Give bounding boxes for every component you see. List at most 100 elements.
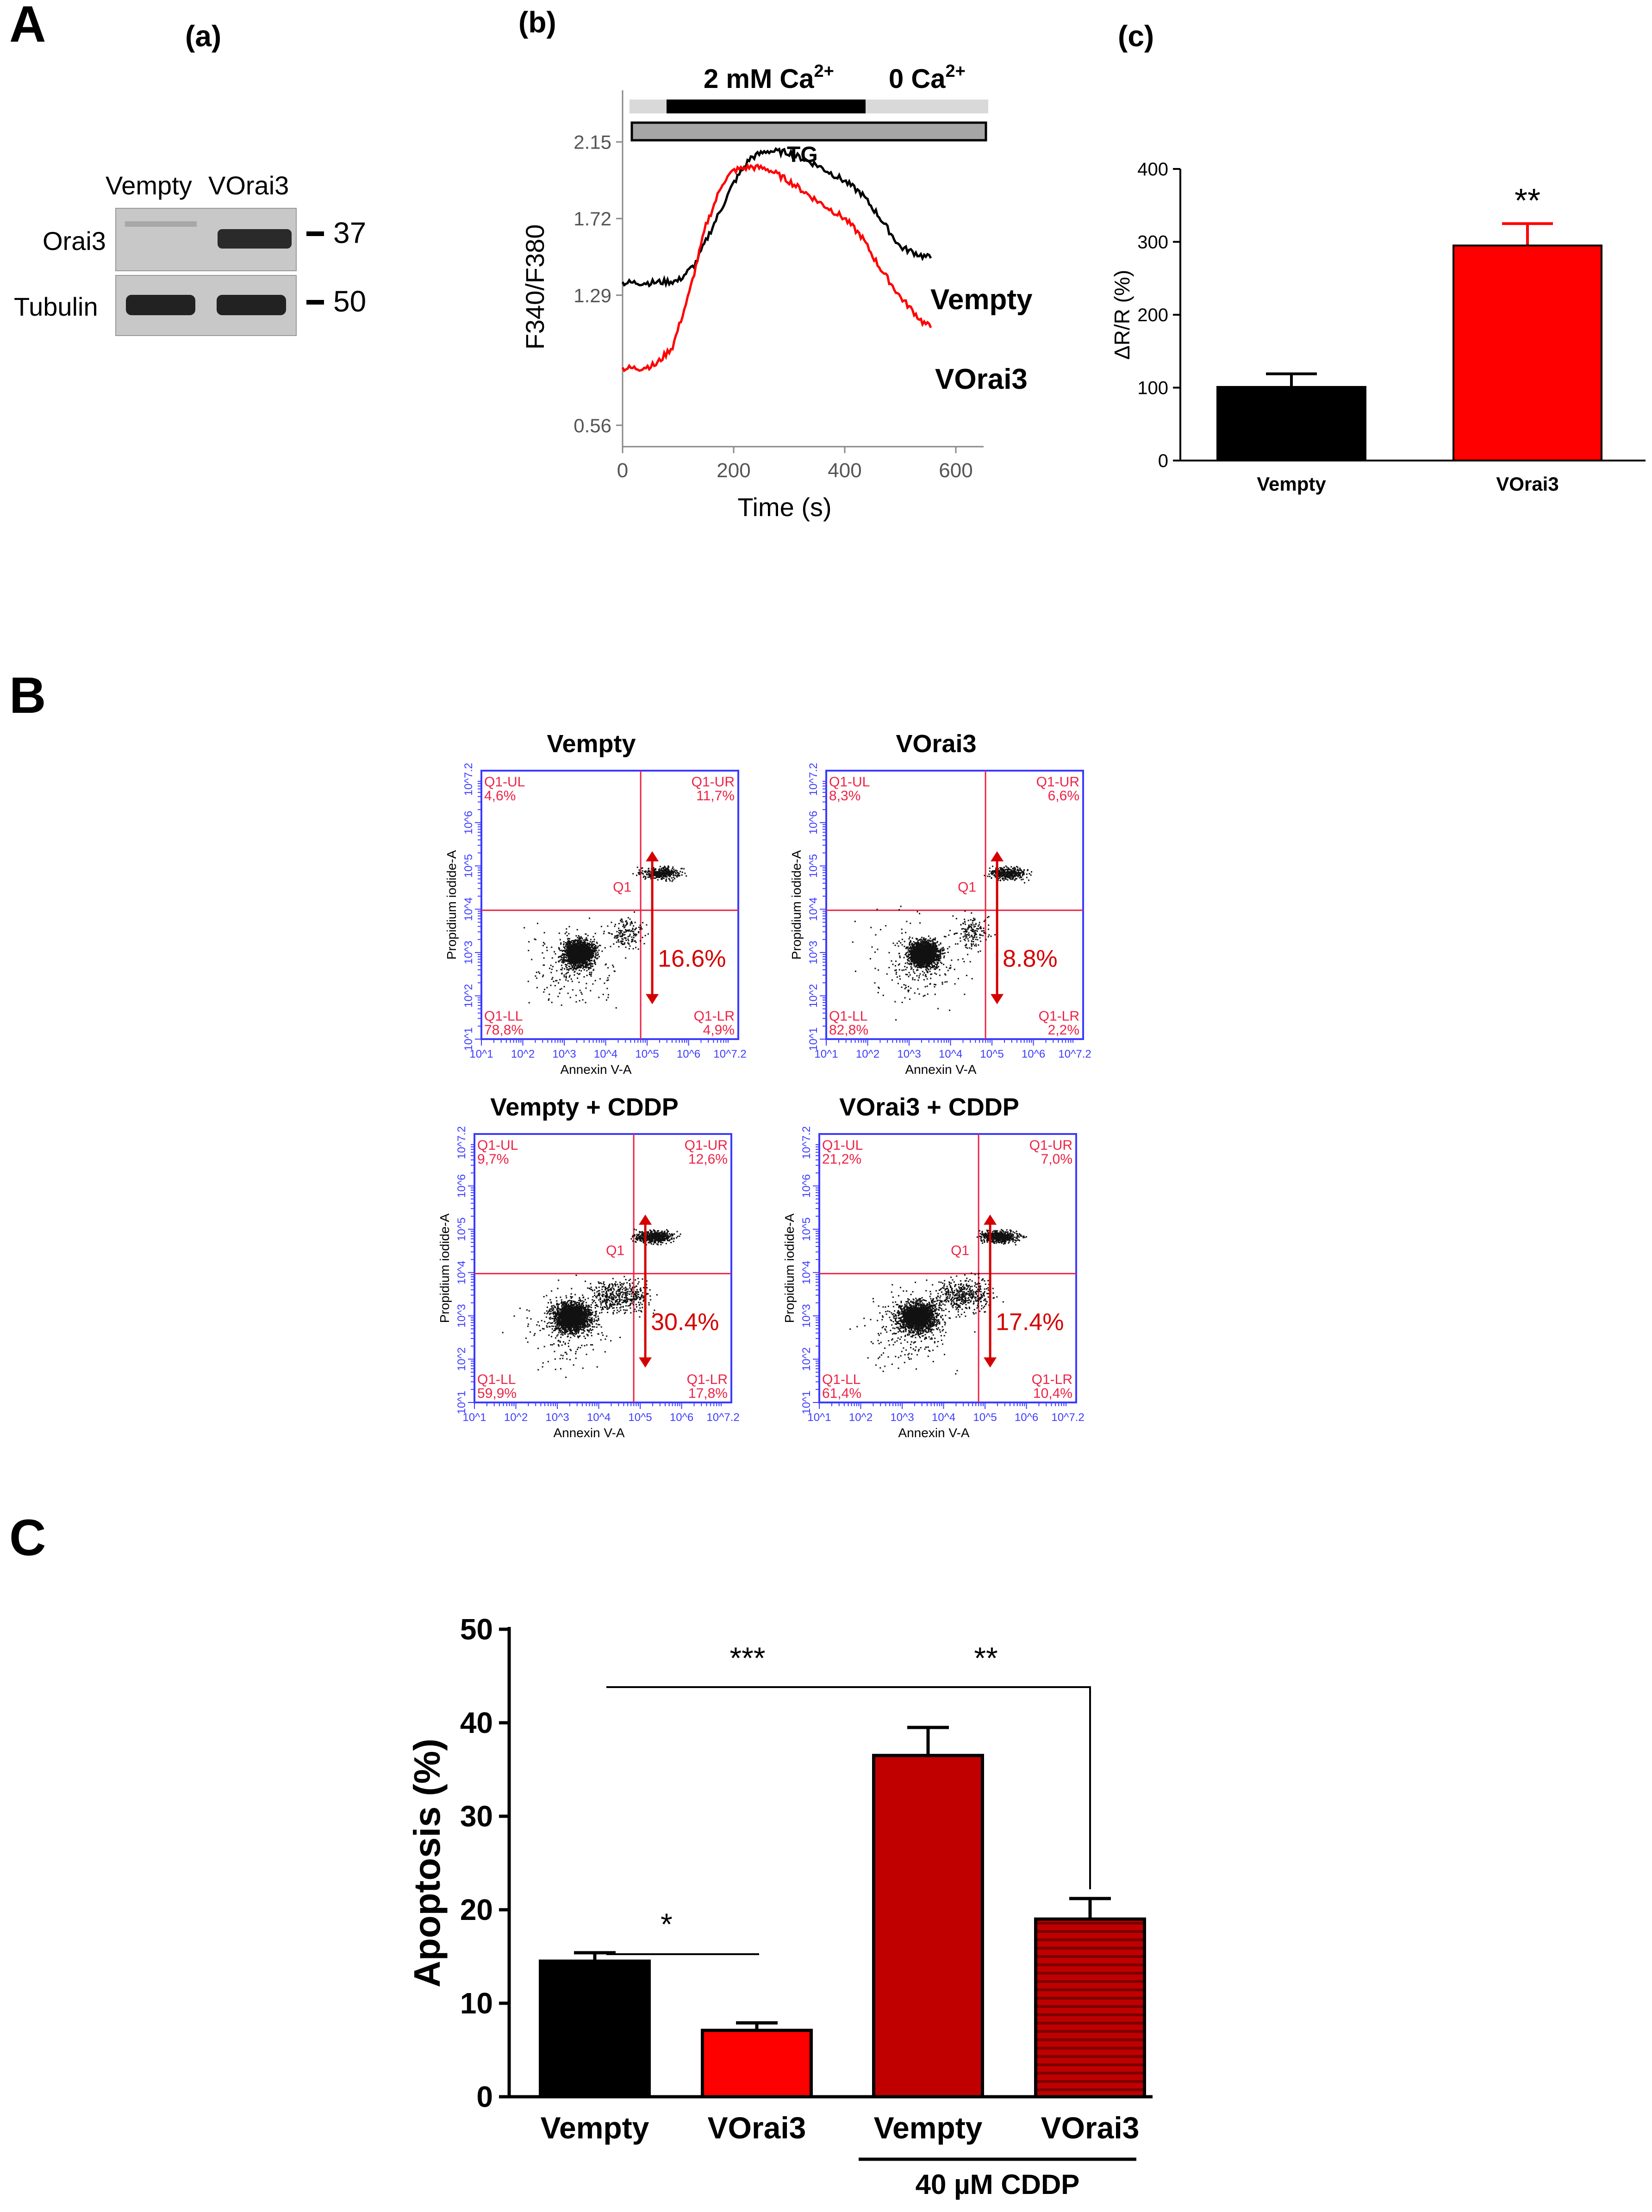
subpanel-label-b: (b)	[518, 6, 556, 39]
bar-vempty	[872, 1754, 984, 2099]
quadrant-label-lr: Q1-LR 10,4%	[1032, 1372, 1072, 1401]
quadrant-label-ur: Q1-UR 12,6%	[685, 1138, 728, 1167]
apoptosis-bar-chart: 0 10 20 30 40 50 Apoptosis (%) Vempty VOrai3 Vemp…	[406, 1613, 1153, 2200]
ca-zero-bar-left	[630, 100, 667, 113]
flow-y-tick: 10^1	[455, 1390, 468, 1414]
flow-y-label: Propidium iodide-A	[782, 1213, 797, 1323]
gate-label: Q1	[958, 880, 976, 895]
trace-series-label: VOrai3	[935, 363, 1028, 395]
quadrant-label-ll: Q1-LL 82,8%	[829, 1009, 868, 1038]
y-tick-label: 200	[1137, 305, 1168, 325]
bar-vorai3	[1034, 1917, 1146, 2099]
x-tick-label: 400	[828, 459, 861, 482]
flow-plot: VOrai3 + CDDP 10^110^1 10^2 10^2 10^3 10^3 10^…	[782, 1093, 1085, 1440]
panel-label-a: A	[9, 0, 46, 53]
flow-y-tick: 10^1	[800, 1390, 813, 1414]
tg-bar	[630, 121, 987, 142]
flow-plot-title: Vempty + CDDP	[490, 1093, 679, 1121]
y-tick-label: 1.29	[574, 285, 611, 306]
x-tick-label: VOrai3	[1041, 2111, 1140, 2145]
flow-y-tick: 10^6	[800, 1174, 813, 1198]
flow-y-tick: 10^2	[800, 1347, 813, 1371]
quadrant-label-ll: Q1-LL 61,4%	[822, 1372, 861, 1401]
ca-2mm-bar	[667, 100, 866, 113]
flow-x-tick: 10^7.2	[1051, 1411, 1084, 1424]
apoptosis-percentage: 8.8%	[1003, 945, 1058, 972]
flow-plot-title: VOrai3	[896, 730, 976, 758]
flow-x-label: Annexin V-A	[553, 1426, 624, 1440]
marker-dash	[306, 231, 324, 236]
flow-events	[852, 865, 1032, 1021]
arrow-head-down	[991, 994, 1004, 1004]
trace-plot-area: 0.56 1.29 1.72 2.15 0 200 400 600 Time (s) F340/F…	[520, 90, 984, 522]
trace-series-line-vempty	[621, 147, 932, 288]
ca-label: 2 mM Ca2+	[704, 62, 834, 94]
flow-x-tick: 10^5	[628, 1411, 652, 1424]
y-tick-label: 40	[460, 1706, 493, 1739]
y-tick-label: 300	[1137, 232, 1168, 253]
flow-y-tick: 10^2	[455, 1347, 468, 1371]
significance-marker: **	[1515, 182, 1540, 219]
quadrant-label-lr: Q1-LR 2,2%	[1039, 1009, 1079, 1038]
flow-y-tick: 10^6	[455, 1174, 468, 1198]
quadrant-label-ul: Q1-UL 8,3%	[829, 774, 870, 804]
y-axis-label: ΔR/R (%)	[1110, 270, 1134, 360]
flow-cytometry: Vempty 10^1 10^1 10^2 10^2 10^3 10^3 10^4 10^4 10…	[437, 730, 1091, 1440]
flow-x-tick: 10^6	[1015, 1411, 1038, 1424]
x-tick-label: Vempty	[541, 2111, 649, 2145]
flow-plot: Vempty 10^110^1 10^2 10^2 10^3 10^3 10^4 10^4 10…	[444, 730, 747, 1077]
trace-series-line-vorai3	[621, 162, 932, 373]
bar-vorai3	[701, 2029, 813, 2099]
panel-label-c: C	[9, 1509, 46, 1566]
x-axis-label: Time (s)	[737, 492, 831, 522]
significance-line	[928, 1686, 1091, 1889]
gate-label: Q1	[951, 1243, 969, 1259]
y-tick-label: 100	[1137, 378, 1168, 399]
blot-band-tubulin	[217, 295, 286, 315]
flow-y-label: Propidium iodide-A	[444, 850, 459, 960]
significance-marker: **	[974, 1641, 997, 1675]
blot-lane-label: VOrai3	[208, 171, 289, 200]
quadrant-label-ul: Q1-UL 21,2%	[822, 1138, 863, 1167]
flow-x-tick: 10^4	[932, 1411, 955, 1424]
blot-row-label: Tubulin	[14, 292, 98, 321]
flow-x-tick: 10^4	[587, 1411, 611, 1424]
blot-lane-label: Vempty	[106, 171, 192, 200]
ca-zero-bar-right	[866, 100, 988, 113]
flow-x-tick: 10^2	[856, 1048, 879, 1060]
x-tick-label: Vempty	[874, 2111, 983, 2145]
marker-label: 37	[333, 216, 366, 249]
flow-x-label: Annexin V-A	[905, 1062, 976, 1077]
flow-y-tick: 10^6	[462, 811, 475, 835]
marker-label: 50	[333, 285, 366, 318]
flow-x-tick: 10^7.2	[1058, 1048, 1091, 1060]
flow-y-tick: 10^3	[455, 1304, 468, 1327]
x-tick-label: VOrai3	[708, 2111, 806, 2145]
y-axis-label: Apoptosis (%)	[406, 1738, 448, 1988]
x-tick-label: 200	[717, 459, 750, 482]
y-tick-label: 50	[460, 1613, 493, 1646]
flow-x-tick: 10^7.2	[713, 1048, 746, 1060]
flow-y-tick: 10^4	[800, 1261, 813, 1284]
flow-x-tick: 10^6	[677, 1048, 700, 1060]
y-tick-label: 0	[1158, 451, 1168, 471]
flow-y-tick: 10^5	[800, 1217, 813, 1241]
blot-band	[125, 221, 197, 227]
x-tick-label: 600	[939, 459, 972, 482]
flow-plot-title: Vempty	[547, 730, 636, 758]
flow-x-tick: 10^3	[897, 1048, 921, 1060]
marker-dash	[306, 300, 324, 305]
x-tick-label: 0	[617, 459, 628, 482]
significance-marker: *	[661, 1907, 673, 1941]
flow-x-tick: 10^5	[973, 1411, 997, 1424]
subpanel-label-c: (c)	[1118, 19, 1154, 53]
zero-ca-label: 0 Ca2+	[889, 62, 966, 94]
flow-x-tick: 10^2	[511, 1048, 535, 1060]
gate-label: Q1	[606, 1243, 624, 1259]
flow-y-tick: 10^1	[807, 1027, 820, 1051]
flow-y-label: Propidium iodide-A	[437, 1213, 452, 1323]
flow-x-tick: 10^1	[469, 1048, 493, 1060]
flow-x-tick: 10^2	[504, 1411, 528, 1424]
y-tick-label: 400	[1137, 159, 1168, 180]
